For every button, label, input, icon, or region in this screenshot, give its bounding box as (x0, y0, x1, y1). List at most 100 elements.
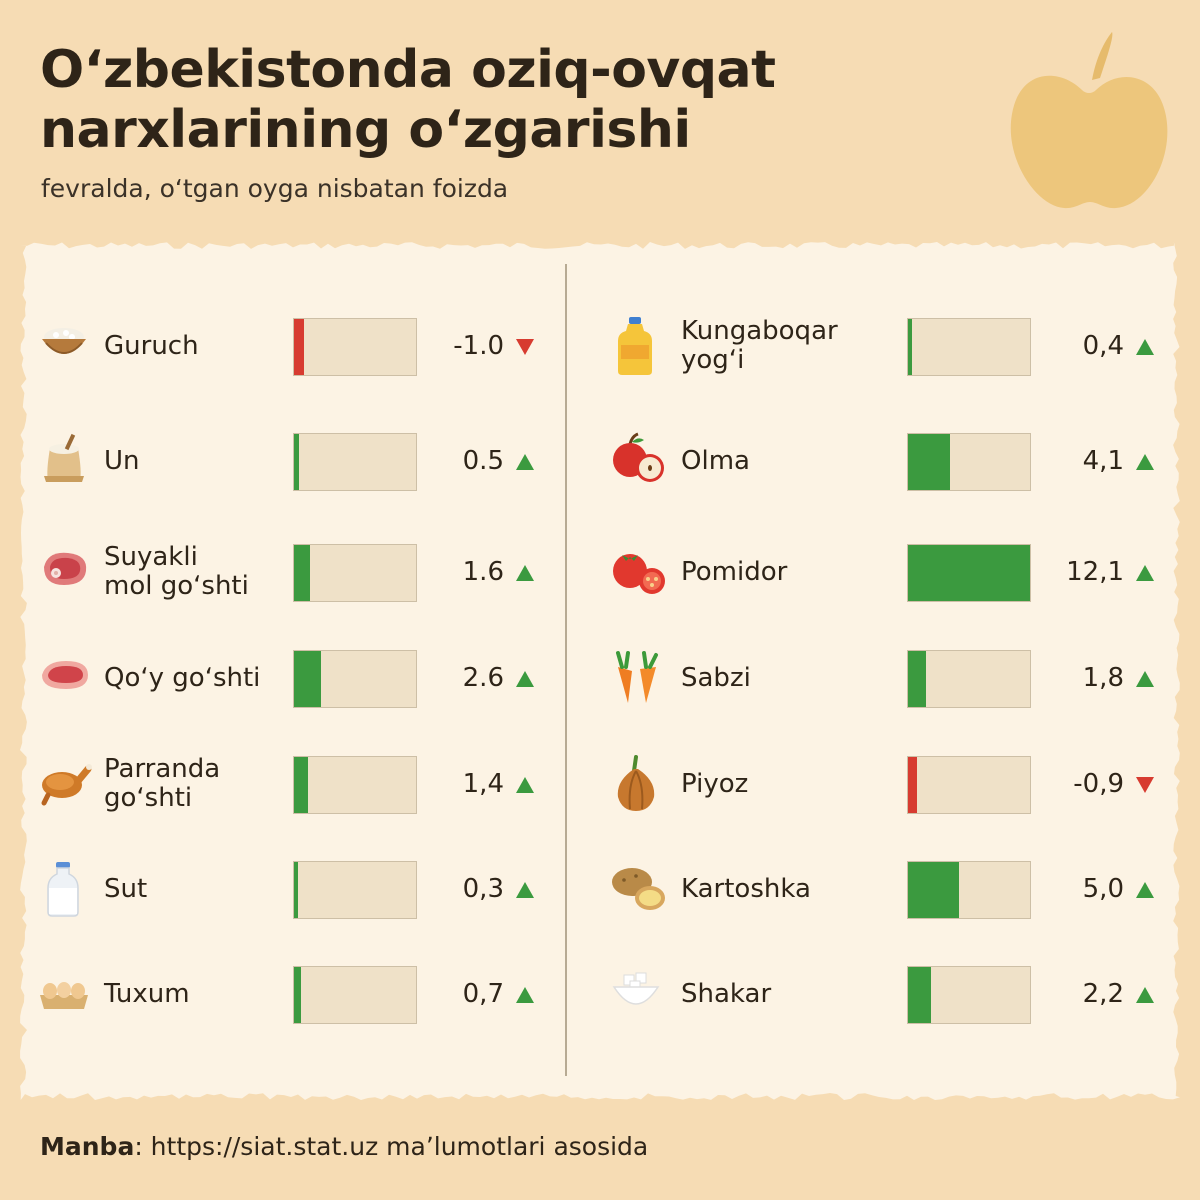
bar (294, 757, 309, 813)
bar-track (907, 756, 1031, 814)
data-label: 0,4 (1082, 331, 1124, 361)
chart-title: Oʻzbekistonda oziq-ovqat narxlarining oʻ… (40, 40, 776, 160)
row-label-line: Shakar (681, 978, 772, 1009)
bar (908, 545, 1030, 601)
bar (294, 434, 300, 490)
row-label: Kungaboqar yogʻi (681, 317, 838, 375)
row-label-line: Piyoz (681, 768, 749, 799)
row-label: Tuxum (104, 978, 190, 1009)
down-arrow-icon (516, 339, 534, 355)
bar-track (293, 650, 417, 708)
row-label: Qoʻy goʻshti (104, 662, 261, 693)
sugar-bowl-icon (612, 972, 660, 1005)
data-label: 0,3 (462, 874, 504, 904)
up-arrow-icon (516, 882, 534, 898)
data-label: -0,9 (1073, 769, 1124, 799)
beef-steak-icon (44, 552, 87, 585)
apple-icon (613, 432, 664, 482)
bar-track (907, 318, 1031, 376)
bar-track (293, 318, 417, 376)
chart-title-line-1: Oʻzbekistonda oziq-ovqat (40, 40, 776, 100)
row-label-line: Un (104, 445, 140, 476)
row-label-line: goʻshti (104, 783, 193, 813)
oil-bottle-icon (618, 317, 652, 375)
row-label-line: Kartoshka (681, 873, 811, 904)
up-arrow-icon (516, 454, 534, 470)
source-text: : https://siat.stat.uz maʼlumotlari asos… (134, 1132, 649, 1161)
bar (908, 757, 918, 813)
row-label-line: Sut (104, 873, 148, 904)
bar (908, 967, 931, 1023)
row-label: Olma (681, 445, 750, 476)
row-label: Suyakli mol goʻshti (104, 543, 249, 601)
row-label: Pomidor (681, 556, 788, 587)
data-label: 5,0 (1082, 874, 1124, 904)
carrot-icon (616, 651, 658, 703)
data-label: 2,2 (1082, 979, 1124, 1009)
row-label: Un (104, 445, 140, 476)
potato-icon (612, 868, 665, 910)
bar (294, 319, 305, 375)
eggs-icon (40, 982, 88, 1009)
row-label-line: Kungaboqar (681, 316, 838, 346)
row-label: Parranda goʻshti (104, 755, 220, 813)
roast-chicken-icon (41, 764, 92, 806)
up-arrow-icon (516, 671, 534, 687)
bar-track (907, 544, 1031, 602)
bar (908, 651, 927, 707)
bar-track (907, 433, 1031, 491)
chart-subtitle: fevralda, oʻtgan oyga nisbatan foizda (41, 174, 509, 203)
bar-track (293, 756, 417, 814)
up-arrow-icon (1136, 671, 1154, 687)
row-label-line: Guruch (104, 330, 199, 361)
row-label: Shakar (681, 978, 772, 1009)
tomato-icon (613, 554, 665, 594)
up-arrow-icon (1136, 987, 1154, 1003)
up-arrow-icon (516, 777, 534, 793)
bar (908, 319, 913, 375)
up-arrow-icon (1136, 565, 1154, 581)
bar (294, 651, 321, 707)
row-label-line: Olma (681, 445, 750, 476)
data-label: 1,8 (1082, 663, 1124, 693)
flour-sack-icon (44, 433, 84, 482)
data-label: 0,7 (462, 979, 504, 1009)
bar (294, 967, 302, 1023)
bar-track (293, 433, 417, 491)
chart-title-line-2: narxlarining oʻzgarishi (40, 100, 691, 160)
row-label: Kartoshka (681, 873, 811, 904)
data-label: 0.5 (462, 446, 504, 476)
bar-track (293, 544, 417, 602)
row-label: Sut (104, 873, 148, 904)
up-arrow-icon (1136, 882, 1154, 898)
row-label: Guruch (104, 330, 199, 361)
milk-bottle-icon (47, 862, 79, 917)
row-label: Piyoz (681, 768, 749, 799)
lamb-meat-icon (42, 661, 88, 689)
up-arrow-icon (516, 987, 534, 1003)
data-label: -1.0 (453, 331, 504, 361)
up-arrow-icon (516, 565, 534, 581)
row-label: Sabzi (681, 662, 751, 693)
data-label: 1.6 (462, 557, 504, 587)
data-label: 4,1 (1082, 446, 1124, 476)
data-label: 12,1 (1066, 557, 1124, 587)
data-label: 2.6 (462, 663, 504, 693)
row-label-line: mol goʻshti (104, 571, 249, 601)
bar (294, 862, 298, 918)
row-label-line: Pomidor (681, 556, 788, 587)
row-label-line: Qoʻy goʻshti (104, 662, 261, 693)
bar (294, 545, 311, 601)
data-label: 1,4 (462, 769, 504, 799)
source-note: Manba: https://siat.stat.uz maʼlumotlari… (40, 1132, 648, 1161)
bar (908, 434, 951, 490)
down-arrow-icon (1136, 777, 1154, 793)
bar-track (293, 966, 417, 1024)
bar-track (907, 650, 1031, 708)
rice-bowl-icon (42, 328, 86, 354)
up-arrow-icon (1136, 339, 1154, 355)
row-label-line: Sabzi (681, 662, 751, 693)
row-label-line: Tuxum (104, 978, 190, 1009)
up-arrow-icon (1136, 454, 1154, 470)
bar-track (293, 861, 417, 919)
